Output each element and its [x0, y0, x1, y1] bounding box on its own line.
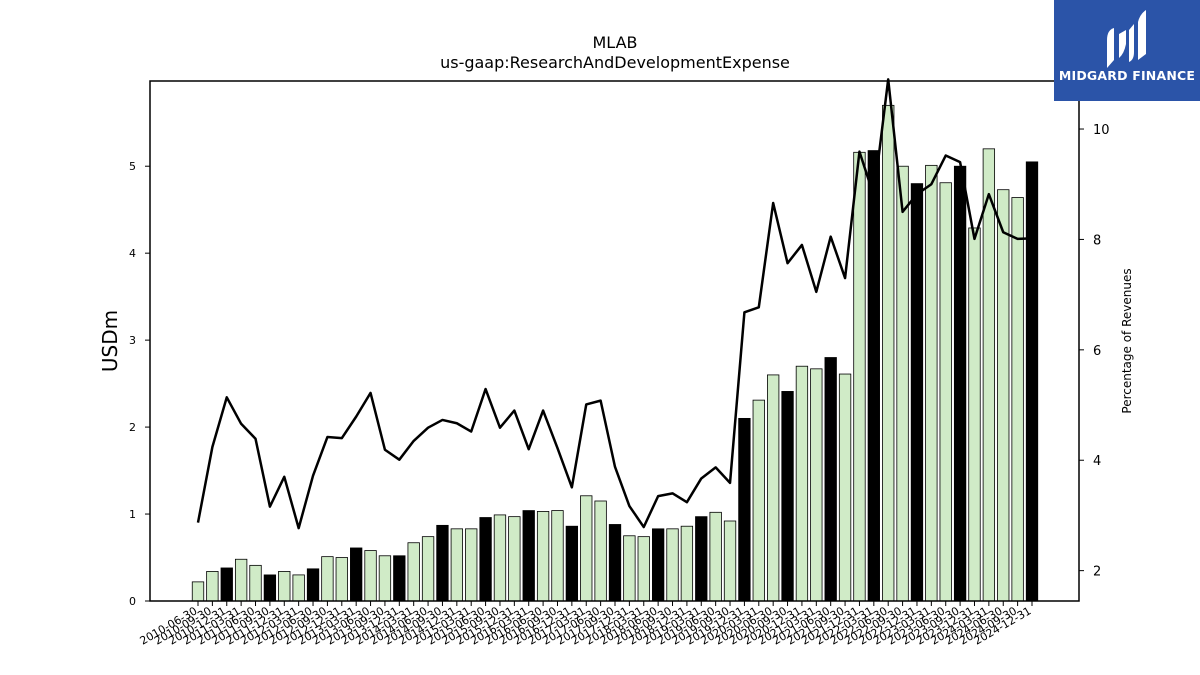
bar-2015-12-31	[508, 516, 521, 602]
bar-2011-09-30	[263, 574, 277, 602]
y2-axis-ticks: 2 4 6 8 10	[1079, 123, 1110, 580]
bar-2016-12-31	[565, 525, 579, 602]
bar-2018-12-31	[680, 525, 694, 602]
logo-text: MIDGARD FINANCE	[1058, 68, 1196, 83]
bar-2010-12-31	[220, 567, 233, 602]
bar-2017-09-30	[608, 524, 622, 602]
bar-2023-09-30	[953, 165, 967, 602]
bar-2022-12-31	[910, 183, 924, 602]
bar-2018-06-30	[651, 528, 665, 602]
bar-2014-06-30	[421, 536, 435, 602]
bar-2019-12-31	[738, 417, 751, 602]
bar-2013-06-30	[364, 550, 377, 602]
bar-2012-09-30	[321, 556, 334, 602]
line-series	[196, 78, 1033, 530]
bar-2020-12-31	[795, 365, 809, 602]
bar-2021-09-30	[838, 373, 852, 602]
y-tick-label: 2	[129, 421, 136, 434]
bar-2013-03-31	[350, 547, 363, 602]
y-tick-label: 0	[129, 595, 136, 608]
bar-2012-03-31	[292, 574, 305, 602]
bar-2012-12-31	[335, 557, 348, 602]
bar-2012-06-30	[306, 568, 320, 602]
bar-2022-09-30	[896, 165, 909, 602]
bar-2024-09-30	[1011, 197, 1024, 602]
bar-2013-12-31	[393, 555, 406, 602]
y2-tick-label: 4	[1093, 454, 1101, 469]
bar-2018-03-31	[637, 536, 650, 602]
bar-2016-09-30	[551, 510, 564, 602]
bar-2015-03-31	[465, 528, 478, 602]
bar-2019-06-30	[709, 511, 722, 602]
bar-2014-03-31	[407, 542, 420, 602]
bar-2017-06-30	[594, 500, 607, 602]
bar-2017-12-31	[623, 535, 636, 602]
bar-2023-03-31	[925, 164, 938, 602]
bar-2017-03-31	[580, 495, 593, 602]
y-tick-label: 4	[129, 247, 136, 260]
y-axis-label: USDm	[98, 310, 122, 372]
line-percentage-of-revenues	[196, 78, 1033, 530]
x-axis-ticks: 2010-06-302010-09-302010-12-312011-03-31…	[138, 601, 1034, 648]
bar-2021-03-31	[810, 368, 823, 602]
bar-2024-12-31	[1025, 161, 1039, 602]
y2-tick-label: 2	[1093, 565, 1101, 580]
y2-axis-label: Percentage of Revenues	[1120, 268, 1134, 413]
bar-2023-12-31	[968, 227, 981, 602]
bar-2022-03-31	[867, 150, 880, 602]
midgard-finance-logo: MIDGARD FINANCE	[1054, 0, 1200, 101]
chart-subtitle: us-gaap:ResearchAndDevelopmentExpense	[440, 53, 790, 72]
chart-title: MLAB	[592, 33, 637, 52]
bar-2016-06-30	[536, 511, 550, 602]
bar-2021-06-30	[824, 357, 837, 602]
y-axis-ticks: 0 1 2 3 4 5	[129, 160, 150, 608]
y-tick-label: 5	[129, 160, 136, 173]
bar-2015-06-30	[479, 517, 492, 602]
bar-2010-09-30	[206, 571, 219, 602]
y-tick-label: 1	[129, 508, 136, 521]
bar-2013-09-30	[378, 555, 392, 602]
bar-2019-09-30	[723, 520, 737, 602]
bar-2011-12-31	[278, 571, 291, 602]
y-tick-label: 3	[129, 334, 136, 347]
bar-2014-12-31	[450, 528, 463, 602]
bar-2020-03-31	[752, 399, 765, 602]
bar-2014-09-30	[436, 524, 449, 602]
y2-tick-label: 8	[1093, 233, 1101, 248]
bar-2011-03-31	[234, 558, 248, 602]
y2-tick-label: 6	[1093, 344, 1101, 359]
bar-2024-06-30	[997, 189, 1010, 602]
bar-2023-06-30	[939, 182, 952, 602]
bar-2021-12-31	[853, 151, 866, 602]
bar-2015-09-30	[493, 514, 507, 602]
bar-2011-06-30	[249, 564, 262, 602]
bar-series	[191, 104, 1039, 602]
logo-mark-icon	[1107, 10, 1146, 68]
bar-2024-03-31	[982, 148, 996, 602]
bar-2016-03-31	[522, 510, 535, 602]
bar-2018-09-30	[666, 528, 679, 602]
bar-2022-06-30	[882, 104, 895, 602]
bar-2019-03-31	[695, 516, 708, 602]
y2-tick-label: 10	[1093, 123, 1110, 138]
bar-2010-06-30	[191, 581, 205, 602]
bar-2020-09-30	[781, 391, 794, 602]
bar-2020-06-30	[767, 374, 780, 602]
